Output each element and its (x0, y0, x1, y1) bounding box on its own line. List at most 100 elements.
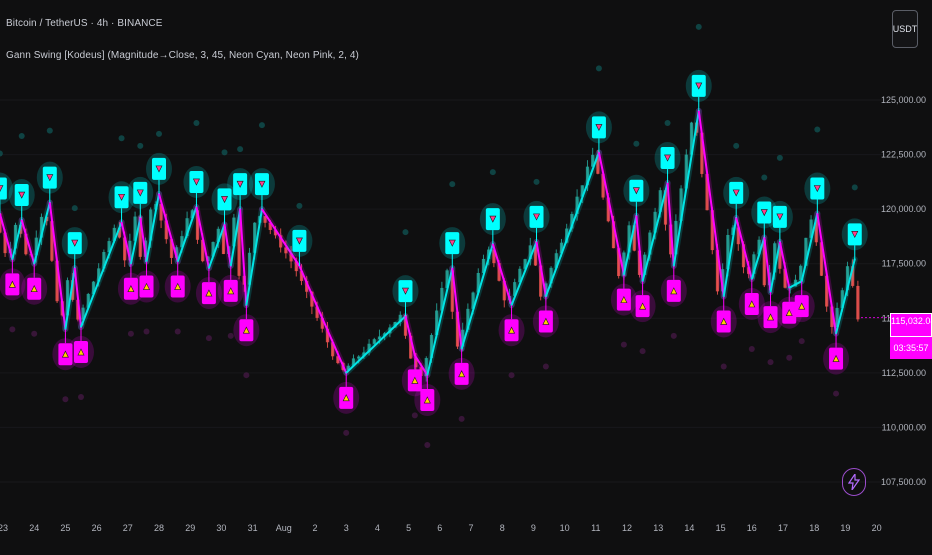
x-tick-label: 8 (500, 523, 505, 533)
candle-body (606, 197, 610, 222)
candle-body (331, 342, 335, 357)
down-triangle-icon (851, 231, 859, 239)
down-triangle-icon (760, 209, 768, 217)
grid-layer (0, 99, 886, 483)
swing-line (0, 212, 14, 261)
swing-line (622, 214, 638, 276)
swing-line (460, 243, 494, 350)
currency-button[interactable]: USDT (892, 10, 918, 48)
symbol-title[interactable]: Bitcoin / TetherUS · 4h · BINANCE (6, 18, 163, 29)
swing-line (139, 216, 148, 263)
candle-body (34, 237, 38, 256)
candle-body (596, 154, 600, 174)
down-triangle-icon (533, 213, 541, 221)
ghost-dot (46, 127, 53, 134)
swing-line (597, 151, 625, 276)
ghost-dot (137, 142, 144, 149)
ghost-dot (343, 429, 350, 436)
bolt-button[interactable] (842, 468, 866, 496)
swing-low-marker (616, 274, 631, 311)
y-tick-label: 117,500.00 (882, 259, 926, 269)
ghost-dot (78, 394, 84, 401)
candle-body (50, 221, 54, 261)
swing-low-marker (5, 259, 20, 296)
swing-high-marker (42, 166, 57, 203)
ghost-dot (9, 326, 16, 333)
candle-body (81, 307, 85, 320)
swing-low-marker (744, 278, 759, 315)
ghost-dot (595, 65, 602, 72)
swing-high-marker (847, 223, 862, 260)
swing-low-marker (504, 305, 519, 342)
candle-body (559, 242, 564, 254)
swing-high-marker (757, 201, 772, 238)
up-triangle-icon (242, 326, 250, 334)
x-tick-label: 27 (123, 523, 133, 533)
up-triangle-icon (61, 350, 69, 358)
swing-line (64, 267, 76, 331)
candle-body (440, 287, 444, 311)
candle-body (601, 173, 605, 198)
up-triangle-icon (411, 376, 419, 384)
candle-body (523, 259, 527, 269)
swing-line (735, 216, 753, 280)
candle-body (133, 216, 137, 241)
swing-line (245, 208, 263, 307)
swing-low-marker (666, 265, 681, 302)
candle-body (528, 245, 532, 260)
ghost-dot (296, 202, 303, 209)
x-tick-label: 18 (809, 523, 819, 533)
candle-body (216, 228, 220, 242)
swing-low-marker (763, 292, 778, 329)
swing-line (426, 267, 454, 377)
candle-body (783, 268, 787, 288)
candle-body (164, 220, 168, 240)
candle-body (689, 122, 694, 155)
swing-high-marker (152, 157, 166, 194)
swing-high-marker (529, 205, 544, 242)
swing-high-marker (14, 184, 29, 221)
candle-body (752, 254, 756, 274)
swing-line (835, 258, 856, 335)
swing-line (239, 208, 248, 307)
swing-line (750, 236, 766, 280)
candle-body (700, 132, 704, 174)
swing-line (816, 212, 838, 335)
up-triangle-icon (767, 313, 775, 321)
candle-body (273, 229, 278, 236)
candle-body (658, 190, 662, 212)
up-triangle-icon (127, 285, 135, 293)
up-triangle-icon (785, 309, 793, 317)
indicator-title[interactable]: Gann Swing [Kodeus] (Magnitude→Close, 3,… (6, 50, 359, 61)
ghost-dot (620, 341, 627, 348)
swing-line (535, 240, 547, 298)
down-triangle-icon (46, 174, 54, 182)
up-triangle-icon (30, 285, 38, 293)
swing-line (763, 236, 772, 294)
candle-body (315, 306, 319, 318)
ghost-dot (695, 23, 702, 30)
swing-line (722, 216, 738, 298)
candle-body (372, 339, 376, 344)
x-tick-label: 12 (622, 523, 632, 533)
swing-low-marker (170, 261, 185, 298)
candle-body (799, 265, 803, 280)
candle-body (19, 224, 23, 234)
candle-body (539, 265, 543, 297)
candle-body (169, 239, 174, 258)
ghost-dot (424, 442, 431, 449)
candle-body (185, 218, 189, 237)
time-axis[interactable]: 23 24 25 26 27 28 29 30 31 Aug 2 3 4 5 6 7 8 9 10 11 12 13 14 1… (0, 523, 882, 533)
swing-line (413, 354, 429, 377)
candle-body (591, 154, 595, 167)
candle-body (710, 210, 714, 251)
ghost-dot (761, 174, 768, 181)
swing-line (345, 315, 407, 374)
up-triangle-icon (77, 348, 85, 356)
ghost-dot (458, 415, 465, 422)
up-triangle-icon (798, 302, 806, 310)
last-price-label: 115,032.08 (890, 313, 932, 337)
ghost-dot (814, 126, 821, 133)
